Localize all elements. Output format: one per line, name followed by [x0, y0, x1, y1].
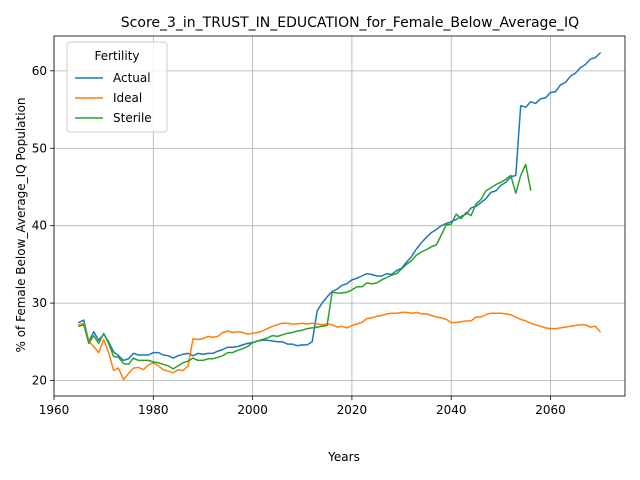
legend-entries: Actual Ideal Sterile [75, 71, 152, 125]
y-tick-label: 20 [32, 374, 47, 388]
x-tick-label: 2060 [535, 403, 566, 417]
legend-box [66, 41, 168, 133]
legend-title: Fertility [94, 49, 139, 63]
x-tick-label: 2040 [436, 403, 467, 417]
legend-label-ideal: Ideal [113, 91, 142, 105]
series-lines [78, 52, 601, 381]
y-tick-label: 30 [32, 296, 47, 310]
legend: Fertility Actual Ideal Sterile [66, 41, 168, 133]
y-tick-label: 50 [32, 141, 47, 155]
chart-title: Score_3_in_TRUST_IN_EDUCATION_for_Female… [121, 15, 579, 31]
legend-label-sterile: Sterile [113, 111, 152, 125]
x-tick-label: 2020 [337, 403, 368, 417]
x-tick-label: 2000 [237, 403, 268, 417]
series-line-actual [78, 52, 601, 362]
x-tick-label: 1980 [138, 403, 169, 417]
x-axis-ticks: 1960 1980 2000 2020 2040 2060 [39, 396, 566, 417]
y-axis-ticks: 20 30 40 50 60 [32, 64, 54, 388]
plot-frame [53, 35, 626, 397]
series-line-sterile [78, 163, 532, 370]
y-axis-label: % of Female Below_Average_IQ Population [14, 97, 28, 352]
y-tick-label: 60 [32, 64, 47, 78]
y-tick-label: 40 [32, 219, 47, 233]
gridlines [53, 36, 625, 396]
x-axis-label: Years [327, 450, 360, 464]
x-tick-label: 1960 [39, 403, 70, 417]
legend-label-actual: Actual [113, 71, 151, 85]
series-line-ideal [78, 311, 601, 381]
